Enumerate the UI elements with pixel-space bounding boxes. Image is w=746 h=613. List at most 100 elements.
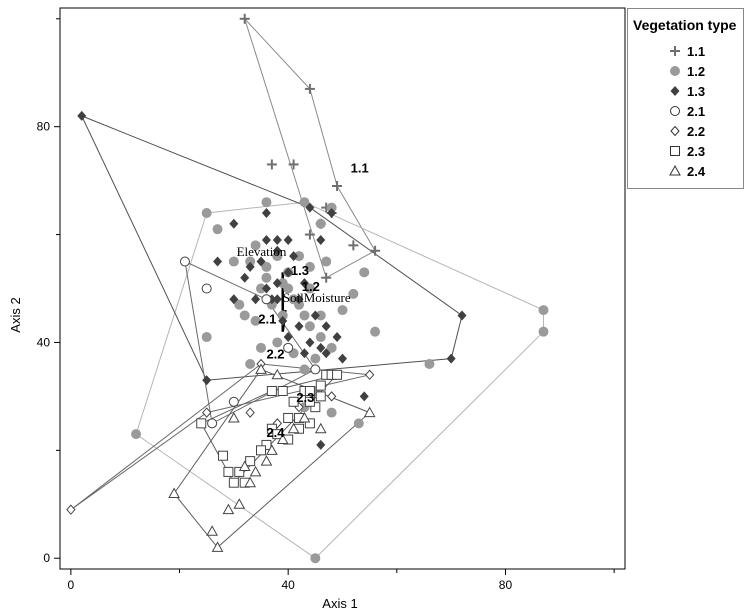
point-2.4 [260, 455, 273, 466]
point-1.3 [299, 348, 309, 359]
series-1.3 [77, 110, 467, 450]
point-1.2 [250, 240, 261, 251]
legend-item-1.2: 1.2 [668, 61, 705, 81]
annotations: 1.1 1.31.2 2.1 2.2 2.3 2.4 Elevation SoilMoistu… [237, 161, 369, 440]
point-2.2 [364, 369, 375, 381]
x-tick-label: 40 [281, 578, 295, 592]
point-1.2 [256, 342, 267, 353]
point-1.3 [256, 256, 266, 267]
point-1.3 [283, 234, 293, 245]
point-2.2 [245, 407, 255, 418]
point-2.4 [271, 368, 284, 380]
point-1.2 [337, 305, 348, 316]
annotation-label: 2.2 [266, 347, 284, 362]
point-1.2 [277, 278, 288, 289]
y-tick-label: 80 [37, 120, 51, 134]
point-1.2 [326, 342, 337, 353]
point-1.1 [348, 240, 359, 251]
x-tick-label: 0 [68, 578, 75, 592]
point-1.2 [304, 283, 315, 294]
point-2.3 [256, 445, 267, 456]
point-1.2 [212, 224, 223, 235]
legend-item-1.1: 1.1 [668, 41, 705, 61]
point-1.2 [277, 310, 288, 321]
point-1.3 [294, 321, 304, 332]
point-2.4 [298, 411, 311, 423]
legend-marker [670, 106, 680, 116]
point-2.3 [223, 466, 234, 477]
point-1.3 [305, 337, 315, 348]
annotation-label: 2.3 [296, 390, 314, 405]
point-2.4 [276, 433, 289, 445]
point-1.2 [201, 332, 212, 343]
point-1.3 [213, 256, 223, 267]
point-1.3 [272, 278, 282, 289]
point-1.3 [310, 310, 320, 321]
legend-item-2.4: 2.4 [668, 161, 705, 181]
point-2.2 [202, 407, 212, 418]
legend-label: 1.1 [687, 43, 706, 59]
point-1.2 [228, 256, 239, 267]
legend-label: 2.3 [687, 143, 706, 159]
point-1.2 [234, 299, 245, 310]
point-2.4 [363, 406, 376, 418]
point-1.2 [353, 418, 364, 429]
point-1.3 [229, 218, 239, 229]
point-1.2 [245, 359, 256, 370]
point-1.2 [299, 197, 310, 208]
point-2.4 [287, 422, 300, 434]
point-2.1 [201, 283, 212, 294]
point-1.3 [240, 272, 250, 283]
point-1.2 [299, 364, 310, 375]
point-1.2 [294, 251, 305, 262]
point-1.3 [261, 234, 271, 245]
annotation-label: 2.1 [258, 312, 276, 327]
point-1.3 [283, 267, 293, 278]
point-1.3 [321, 348, 331, 359]
legend-marker-2.2 [670, 125, 680, 137]
point-2.3 [310, 402, 321, 413]
point-2.2 [326, 391, 337, 402]
point-1.3 [272, 294, 282, 305]
point-1.3 [272, 245, 282, 256]
series-2.3 [196, 369, 343, 488]
point-1.1 [288, 159, 299, 170]
point-1.2 [326, 407, 337, 418]
series-1.2 [131, 197, 549, 564]
point-1.3 [316, 439, 326, 450]
point-1.3 [289, 251, 299, 262]
legend-marker-1.1 [670, 46, 680, 56]
annotation-label: 1.2 [302, 279, 320, 294]
plot-border [59, 7, 626, 570]
legend-marker [670, 146, 680, 156]
point-2.1 [310, 364, 321, 375]
point-1.3 [327, 207, 337, 218]
point-2.3 [304, 396, 315, 407]
legend-label: 2.2 [687, 123, 706, 139]
data-points [66, 13, 549, 564]
point-2.3 [261, 439, 272, 450]
legend: Vegetation type 1.1 1.2 1.3 2.1 2.2 2.3 2.4 [627, 8, 744, 189]
point-2.4 [206, 525, 218, 536]
legend-marker-2.4 [669, 164, 681, 176]
point-1.2 [299, 310, 310, 321]
point-1.3 [229, 294, 239, 305]
point-2.3 [277, 385, 288, 396]
point-2.3 [304, 418, 315, 429]
point-1.3 [446, 353, 456, 364]
point-2.4 [211, 541, 224, 552]
point-1.2 [304, 321, 315, 332]
legend-item-2.3: 2.3 [668, 141, 705, 161]
point-1.2 [201, 207, 212, 218]
legend-item-1.3: 1.3 [668, 81, 705, 101]
legend-marker [669, 164, 681, 176]
point-1.2 [131, 429, 142, 440]
point-2.1 [228, 396, 239, 407]
annotation-label: 1.3 [291, 263, 309, 278]
point-1.3 [321, 321, 331, 332]
point-2.4 [238, 460, 251, 472]
point-1.1 [304, 229, 315, 240]
point-2.4 [266, 444, 278, 455]
legend-marker-1.3 [670, 86, 680, 96]
point-1.3 [278, 315, 288, 326]
